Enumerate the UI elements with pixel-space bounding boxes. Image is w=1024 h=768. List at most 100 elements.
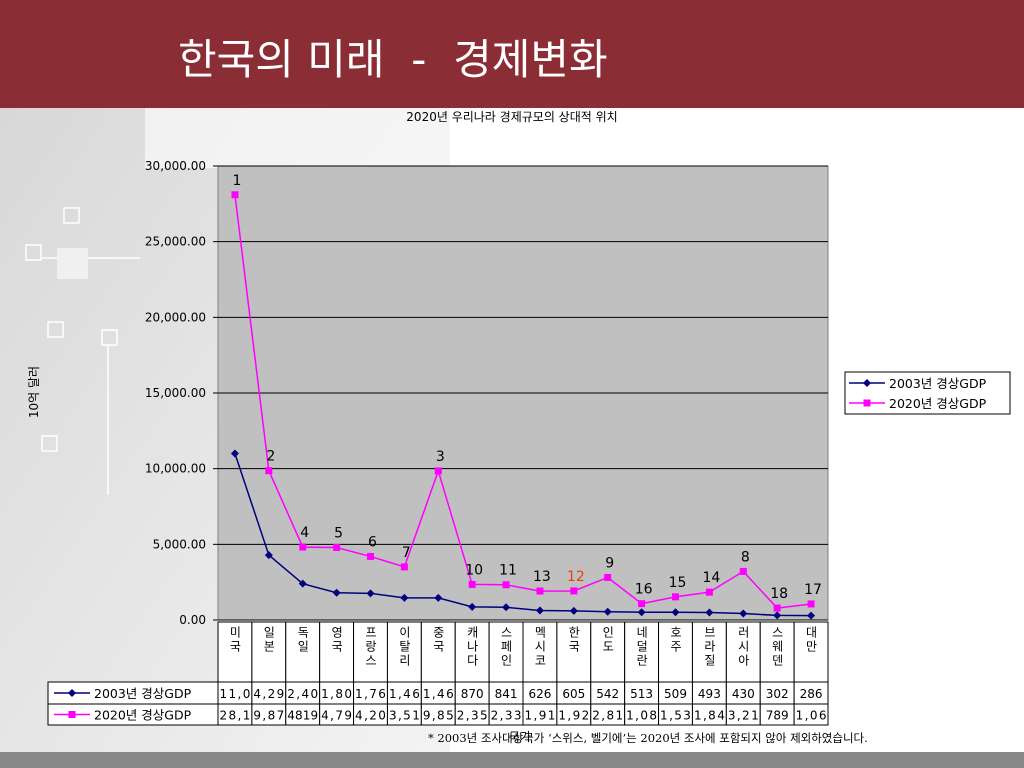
table-value: 28,1 bbox=[220, 709, 251, 723]
table-value: 509 bbox=[664, 687, 687, 701]
data-point bbox=[332, 588, 341, 597]
data-point bbox=[535, 606, 544, 615]
table-value: 1,80 bbox=[321, 687, 352, 701]
x-tick-label: 독일 bbox=[296, 626, 310, 654]
table-value: 2,33 bbox=[491, 709, 522, 723]
data-point bbox=[536, 587, 544, 595]
table-value: 9,85 bbox=[423, 709, 454, 723]
rank-label: 9 bbox=[605, 555, 614, 571]
data-point bbox=[637, 608, 646, 617]
table-cell bbox=[217, 621, 253, 683]
data-point bbox=[502, 603, 511, 612]
data-point bbox=[400, 593, 409, 602]
data-point bbox=[672, 593, 679, 601]
table-cell bbox=[556, 621, 592, 683]
rank-label: 8 bbox=[741, 549, 750, 565]
table-cell bbox=[454, 621, 490, 683]
table-value: 870 bbox=[461, 687, 484, 701]
rank-label: 17 bbox=[804, 582, 822, 598]
table-cell bbox=[319, 621, 355, 683]
table-value: 2,40 bbox=[287, 687, 318, 701]
y-tick-label: 30,000.00 bbox=[145, 159, 206, 173]
bottom-strip bbox=[0, 752, 1024, 768]
series-line bbox=[234, 453, 812, 617]
table-value: 302 bbox=[766, 687, 789, 701]
data-point bbox=[434, 593, 443, 602]
rank-label: 12 bbox=[567, 569, 585, 585]
table-cell bbox=[793, 703, 829, 726]
rank-label: 2 bbox=[266, 449, 275, 465]
table-value: 1,46 bbox=[389, 687, 420, 701]
x-tick-label: 스웨덴 bbox=[770, 626, 784, 668]
data-point bbox=[807, 611, 816, 620]
data-point bbox=[570, 587, 578, 595]
slide-title: 한국의 미래 - 경제변화 bbox=[178, 35, 608, 84]
y-axis-label: 10억 달러 bbox=[27, 366, 41, 418]
legend-marker bbox=[863, 379, 871, 387]
table-value: 1,76 bbox=[355, 687, 386, 701]
header-band bbox=[0, 0, 1024, 108]
x-tick-label: 대만 bbox=[804, 626, 818, 654]
table-cell bbox=[624, 621, 660, 683]
table-series-name: 2003년 경상GDP bbox=[94, 686, 192, 701]
table-value: 1,91 bbox=[525, 709, 556, 723]
decor-square bbox=[57, 248, 88, 279]
table-value: 841 bbox=[495, 687, 518, 701]
y-tick-label: 5,000.00 bbox=[153, 537, 206, 551]
rank-label: 6 bbox=[368, 534, 377, 550]
x-tick-label: 프랑스 bbox=[364, 626, 378, 668]
table-cell bbox=[759, 621, 795, 683]
rank-label: 16 bbox=[635, 582, 653, 598]
data-point bbox=[773, 611, 782, 620]
table-value: 493 bbox=[698, 687, 721, 701]
x-tick-label: 네덜란 bbox=[635, 626, 649, 668]
x-tick-label: 러시아 bbox=[736, 626, 750, 668]
table-value: 1,46 bbox=[423, 687, 454, 701]
rank-label: 1 bbox=[232, 173, 241, 189]
table-value: 1,92 bbox=[558, 709, 589, 723]
data-point bbox=[603, 607, 612, 616]
table-cell bbox=[522, 621, 558, 683]
data-point bbox=[230, 449, 239, 458]
table-series-name: 2020년 경상GDP bbox=[94, 708, 192, 723]
data-point bbox=[231, 191, 239, 199]
table-cell bbox=[420, 621, 456, 683]
rank-label: 4 bbox=[300, 525, 309, 541]
data-point bbox=[671, 608, 680, 617]
table-value: 626 bbox=[528, 687, 551, 701]
table-value: 286 bbox=[800, 687, 823, 701]
rank-label: 3 bbox=[436, 449, 445, 465]
x-tick-label: 인도 bbox=[601, 626, 615, 654]
table-cell bbox=[386, 621, 422, 683]
table-value: 1,53 bbox=[660, 709, 691, 723]
table-value: 513 bbox=[630, 687, 653, 701]
x-tick-label: 중국 bbox=[431, 626, 445, 654]
x-tick-label: 멕시코 bbox=[533, 626, 547, 668]
y-tick-label: 0.00 bbox=[179, 613, 206, 627]
y-tick-label: 10,000.00 bbox=[145, 462, 206, 476]
table-cell bbox=[793, 621, 829, 683]
table-value: 4,79 bbox=[321, 709, 352, 723]
rank-label: 5 bbox=[334, 526, 343, 542]
table-cell bbox=[658, 621, 693, 683]
x-tick-label: 브라질 bbox=[702, 626, 716, 668]
background-decoration bbox=[145, 108, 450, 168]
data-point bbox=[434, 467, 442, 475]
data-point bbox=[773, 604, 781, 612]
x-tick-label: 호주 bbox=[669, 626, 683, 654]
table-value: 605 bbox=[562, 687, 585, 701]
table-value: 4,20 bbox=[355, 709, 386, 723]
table-value: 1,84 bbox=[694, 709, 725, 723]
data-point bbox=[367, 552, 374, 560]
x-axis-label: 국가 bbox=[509, 730, 531, 744]
x-tick-label: 영국 bbox=[330, 626, 344, 654]
table-cell bbox=[251, 621, 287, 683]
x-tick-label: 일본 bbox=[262, 626, 276, 654]
data-point bbox=[739, 567, 747, 575]
data-point bbox=[569, 606, 578, 615]
table-value: 789 bbox=[766, 709, 789, 723]
table-value: 11,0 bbox=[220, 687, 251, 701]
data-point bbox=[705, 608, 714, 617]
